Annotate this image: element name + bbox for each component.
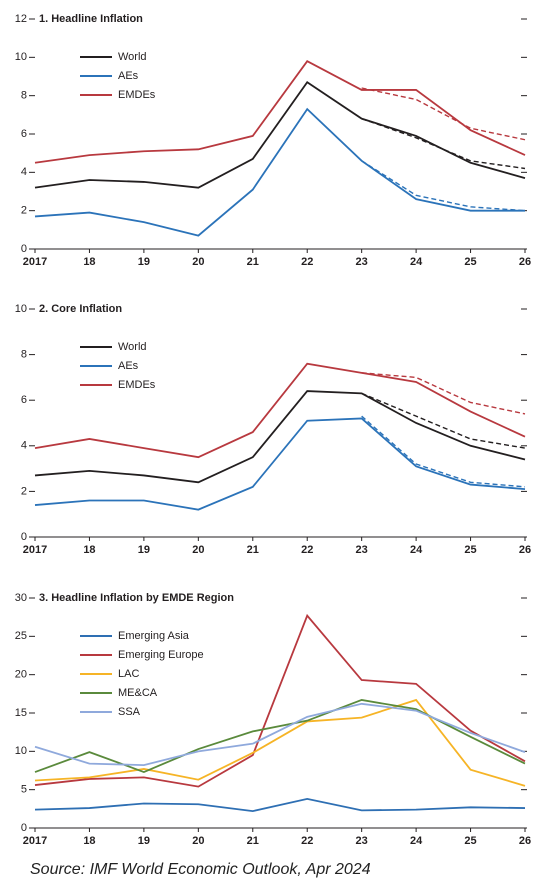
x-tick-label: 25 — [464, 544, 476, 556]
panel-title: 2. Core Inflation — [39, 303, 122, 315]
panel-title: 3. Headline Inflation by EMDE Region — [39, 592, 234, 604]
y-tick-label: 4 — [21, 440, 27, 452]
x-tick-label: 19 — [138, 256, 150, 268]
y-tick-label: 0 — [21, 531, 27, 543]
x-tick-label: 25 — [464, 256, 476, 268]
y-tick-label: 8 — [21, 349, 27, 361]
x-tick-label: 23 — [356, 544, 368, 556]
dashed-line — [361, 118, 526, 170]
x-tick-label: 23 — [356, 835, 368, 847]
y-tick-label: 6 — [21, 128, 27, 140]
series-line — [34, 81, 526, 189]
x-tick-label: 18 — [83, 256, 95, 268]
x-tick-label: 21 — [247, 256, 259, 268]
series-line — [34, 702, 526, 767]
x-tick-label: 24 — [410, 835, 423, 847]
x-tick-label: 19 — [138, 835, 150, 847]
x-tick-label: 22 — [301, 256, 313, 268]
dashed-line — [361, 372, 526, 415]
x-tick-label: 23 — [356, 256, 368, 268]
series-line — [34, 107, 525, 237]
dashed-line — [361, 415, 526, 488]
legend-label: World — [118, 51, 147, 63]
y-tick-label: 5 — [21, 784, 27, 796]
y-tick-label: 25 — [15, 630, 27, 642]
x-tick-label: 19 — [138, 544, 150, 556]
series-line — [34, 613, 526, 788]
y-tick-label: 10 — [15, 303, 27, 315]
x-tick-label: 18 — [83, 544, 95, 556]
x-tick-label: 25 — [464, 835, 476, 847]
legend-label: LAC — [118, 668, 139, 680]
x-tick-label: 22 — [301, 835, 313, 847]
dashed-line — [361, 87, 526, 141]
y-tick-label: 6 — [21, 394, 27, 406]
x-tick-label: 20 — [192, 544, 204, 556]
y-tick-label: 0 — [21, 243, 27, 255]
dashed-line — [361, 160, 526, 212]
legend-label: Emerging Europe — [118, 649, 204, 661]
dashed-line — [361, 392, 526, 449]
y-tick-label: 20 — [15, 669, 27, 681]
series-line — [34, 417, 526, 511]
panel-title: 1. Headline Inflation — [39, 13, 143, 25]
x-tick-label: 26 — [519, 835, 531, 847]
x-tick-label: 21 — [247, 544, 259, 556]
series-line — [34, 698, 526, 787]
series-line — [34, 797, 526, 813]
x-tick-label: 21 — [247, 835, 259, 847]
y-tick-label: 10 — [15, 51, 27, 63]
y-tick-label: 4 — [21, 166, 27, 178]
source-note: Source: IMF World Economic Outlook, Apr … — [30, 861, 371, 878]
y-tick-label: 2 — [21, 485, 27, 497]
y-tick-label: 30 — [15, 592, 27, 604]
x-tick-label: 20 — [192, 256, 204, 268]
x-tick-label: 18 — [83, 835, 95, 847]
y-tick-label: 12 — [15, 13, 27, 25]
legend-label: EMDEs — [118, 379, 156, 391]
legend-label: EMDEs — [118, 89, 156, 101]
x-tick-label: 2017 — [23, 544, 47, 556]
legend-label: ME&CA — [118, 687, 158, 699]
y-tick-label: 0 — [21, 822, 27, 834]
x-tick-label: 2017 — [23, 835, 47, 847]
x-tick-label: 24 — [410, 544, 423, 556]
x-tick-label: 20 — [192, 835, 204, 847]
x-tick-label: 26 — [519, 256, 531, 268]
x-tick-label: 26 — [519, 544, 531, 556]
y-tick-label: 10 — [15, 745, 27, 757]
legend-label: Emerging Asia — [118, 630, 190, 642]
legend-label: AEs — [118, 70, 139, 82]
y-tick-label: 15 — [15, 707, 27, 719]
x-tick-label: 2017 — [23, 256, 47, 268]
series-line — [34, 60, 526, 164]
series-line — [34, 362, 526, 459]
y-tick-label: 8 — [21, 90, 27, 102]
series-line — [34, 390, 526, 484]
legend-label: World — [118, 341, 147, 353]
legend-label: AEs — [118, 360, 139, 372]
x-tick-label: 24 — [410, 256, 423, 268]
series-line — [34, 699, 526, 774]
legend-label: SSA — [118, 706, 141, 718]
x-tick-label: 22 — [301, 544, 313, 556]
y-tick-label: 2 — [21, 205, 27, 217]
